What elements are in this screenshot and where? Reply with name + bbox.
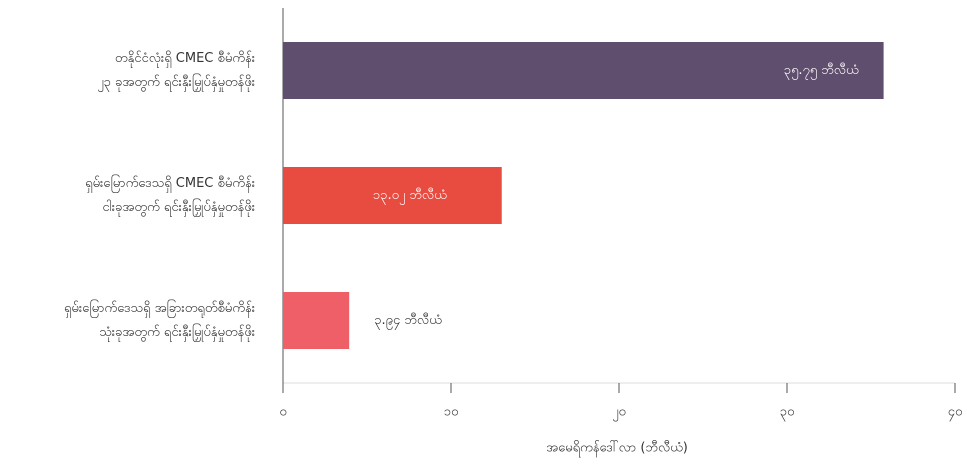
y-tick-label: ရှမ်းမြောက်ဒေသရှိ CMEC စီမံကိန်း xyxy=(85,174,255,193)
y-tick-label: ရှမ်းမြောက်ဒေသရှိ အခြားတရုတ်စီမံကိန်း xyxy=(64,299,255,318)
x-tick-label: ၃၀ xyxy=(780,405,795,422)
data-label: ၁၃.၀၂ ဘီလီယံ xyxy=(373,187,447,205)
x-tick-label: ၁၀ xyxy=(444,405,459,420)
y-tick-label: သုံးခုအတွက် ရင်းနှီးမြှုပ်နှံမှုတန်ဖိုး xyxy=(99,323,255,342)
bar xyxy=(283,292,350,349)
x-tick-label: ၄၀ xyxy=(948,405,963,422)
data-label: ၃၅.၇၅ ဘီလီယံ xyxy=(784,62,859,80)
data-label: ၃.၉၄ ဘီလီယံ xyxy=(374,312,442,330)
bar xyxy=(283,42,884,99)
x-tick-label: ၀ xyxy=(279,405,286,420)
y-tick-label: ၂၃ ခုအတွက် ရင်းနှီးမြှုပ်နှံမှုတန်ဖိုး xyxy=(97,73,255,92)
y-tick-label: ငါးခုအတွက် ရင်းနှီးမြှုပ်နှံမှုတန်ဖိုး xyxy=(102,198,255,217)
x-axis-label: အမေရိကန်ဒေါ်လာ (ဘီလီယံ) xyxy=(546,440,688,458)
y-tick-label: တနိုင်ငံလုံးရှိ CMEC စီမံကိန်း xyxy=(115,50,255,68)
bar xyxy=(283,167,502,224)
x-tick-label: ၂၀ xyxy=(612,405,626,422)
